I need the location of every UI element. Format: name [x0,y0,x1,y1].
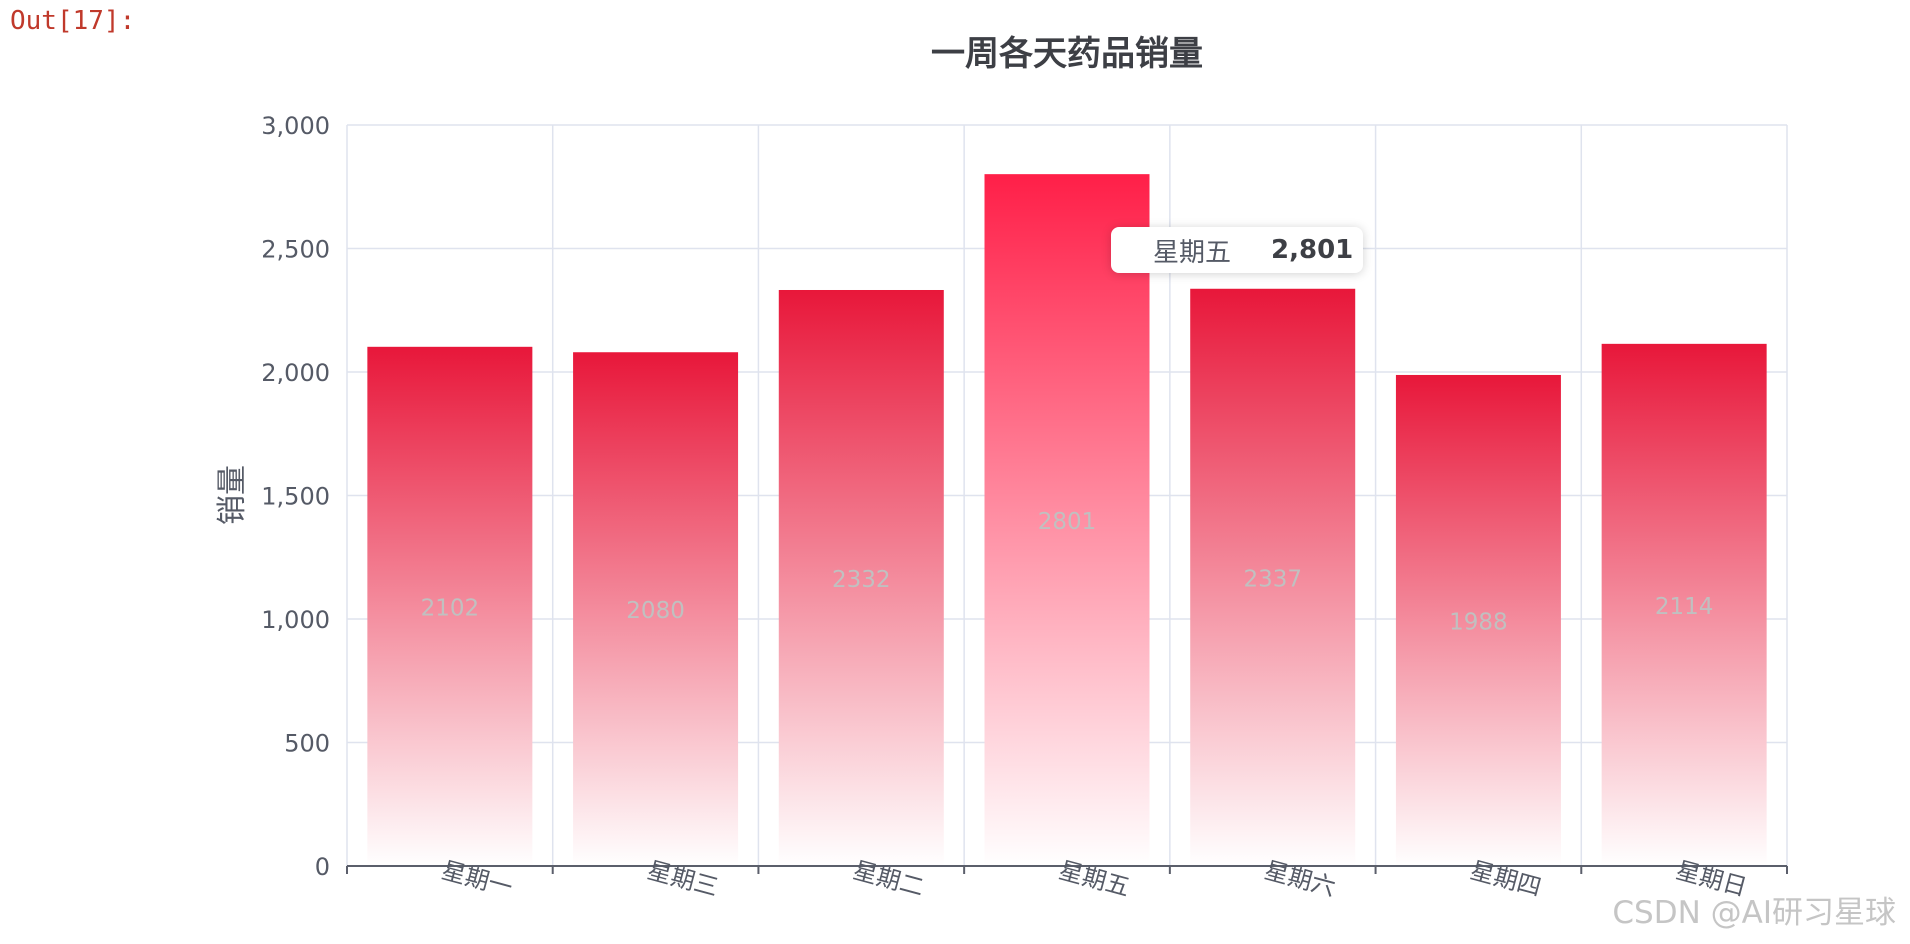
bar-data-label: 2102 [421,595,480,621]
bar [367,346,533,866]
bar [984,174,1150,866]
bar-data-label: 2114 [1655,594,1714,620]
bars [367,174,1767,867]
y-tick-label: 1,000 [261,606,330,634]
y-tick-label: 2,000 [261,359,330,387]
bar [573,352,739,866]
bar [1601,343,1767,866]
y-axis-title: 销量 [215,465,250,525]
cell-output-label: Out[17]: [10,6,136,36]
bar-data-label: 1988 [1449,609,1508,635]
tooltip: 星期五 2,801 [1111,227,1364,273]
y-tick-label: 1,500 [261,483,330,511]
bar-data-label: 2801 [1038,509,1097,535]
y-tick-label: 0 [315,853,330,881]
axes [346,865,1788,874]
y-tick-label: 2,500 [261,236,330,264]
bar-data-label: 2332 [832,567,891,593]
bar [1190,288,1356,866]
bar-data-label: 2080 [626,598,685,624]
tooltip-category: 星期五 [1153,237,1232,268]
bar [1395,374,1561,866]
bar-data-label: 2337 [1243,566,1302,592]
tooltip-value: 2,801 [1271,235,1354,265]
watermark: CSDN @AI研习星球 [1612,895,1896,931]
bar [778,289,944,867]
chart-title: 一周各天药品销量 [931,34,1203,74]
y-tick-label: 500 [284,730,330,758]
y-tick-label: 3,000 [261,112,330,140]
